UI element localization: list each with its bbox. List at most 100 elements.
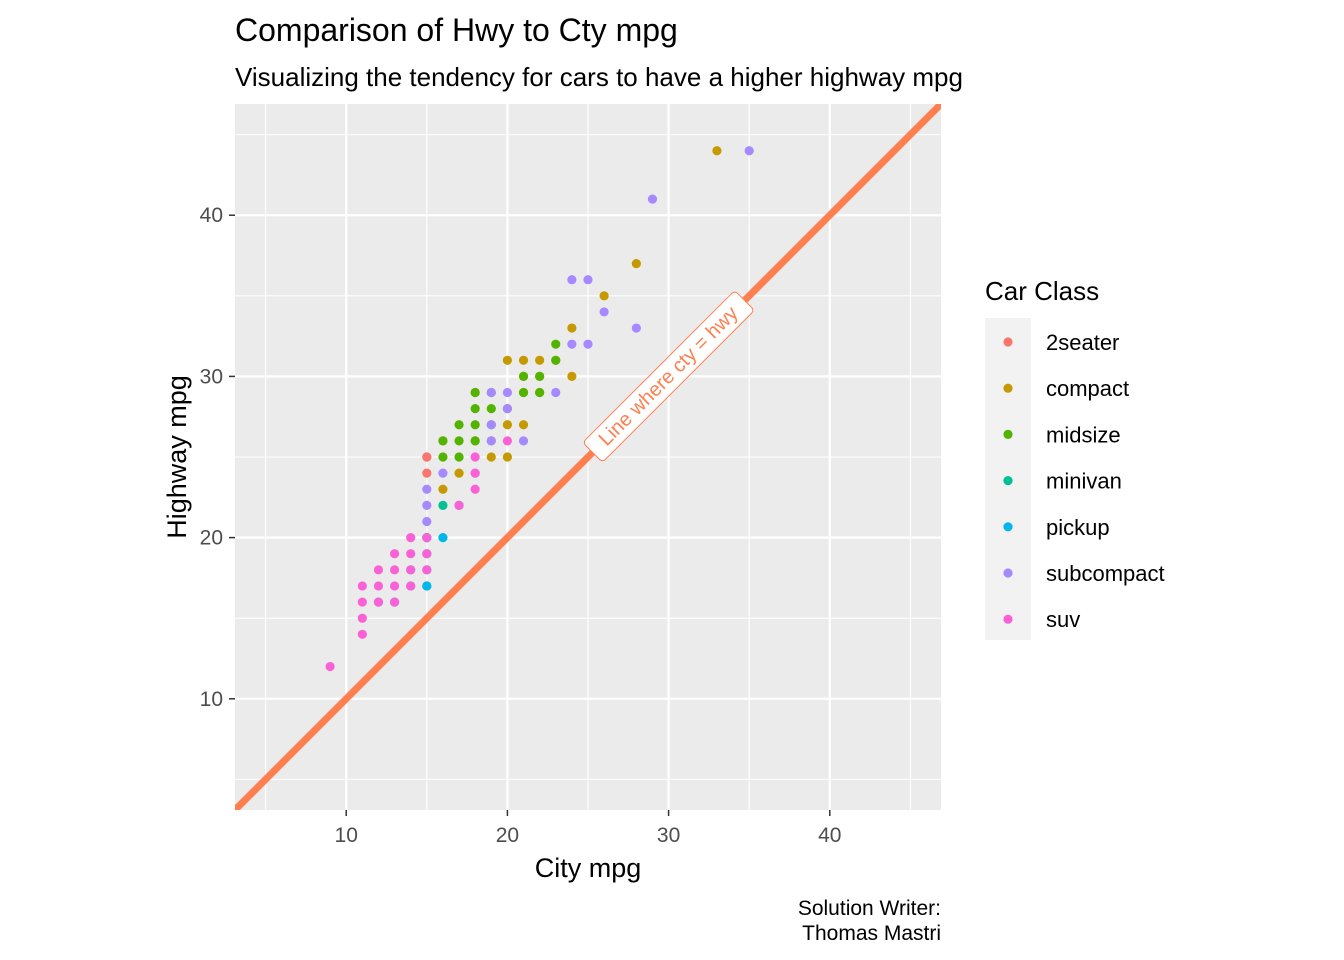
data-point-suv — [373, 597, 384, 607]
data-point-subcompact — [502, 387, 513, 398]
data-point-2seater — [422, 452, 432, 462]
data-point-suv — [406, 549, 416, 559]
data-point-subcompact — [502, 404, 513, 414]
data-point-midsize — [470, 420, 480, 430]
legend-key-suv — [1003, 614, 1013, 624]
legend-label-suv: suv — [1046, 607, 1080, 632]
legend-key-subcompact — [1003, 568, 1013, 578]
data-point-midsize — [454, 452, 464, 462]
x-tick-label: 40 — [818, 824, 841, 847]
data-point-subcompact — [599, 307, 609, 317]
caption-line-1: Solution Writer: — [798, 897, 941, 920]
x-axis-ticks: 10 20 30 40 — [335, 810, 841, 847]
data-point-compact — [567, 323, 577, 333]
data-point-suv — [470, 452, 480, 462]
data-point-subcompact — [583, 339, 593, 349]
data-point-suv — [373, 565, 384, 575]
data-point-compact — [599, 291, 609, 301]
data-point-minivan — [438, 500, 448, 510]
data-point-suv — [422, 549, 432, 559]
data-point-suv — [470, 484, 480, 494]
legend-key-pickup — [1003, 522, 1013, 532]
data-point-compact — [438, 484, 448, 494]
legend-key-2seater — [1003, 337, 1013, 347]
legend-title: Car Class — [985, 276, 1099, 306]
y-tick-label: 40 — [200, 204, 223, 227]
data-point-compact — [567, 371, 577, 382]
data-point-suv — [422, 565, 432, 575]
data-point-compact — [502, 355, 513, 365]
data-point-suv — [373, 581, 384, 591]
data-point-suv — [389, 565, 400, 575]
x-tick-label: 30 — [657, 824, 680, 847]
data-point-suv — [357, 581, 367, 591]
data-point-subcompact — [551, 387, 561, 398]
data-point-pickup — [422, 581, 432, 591]
y-axis-title: Highway mpg — [162, 375, 192, 539]
y-tick-label: 30 — [200, 365, 223, 388]
data-point-midsize — [535, 387, 545, 398]
data-point-subcompact — [422, 516, 432, 527]
caption-line-2: Thomas Mastri — [802, 922, 941, 945]
data-point-subcompact — [567, 275, 577, 285]
x-axis-title: City mpg — [535, 853, 642, 883]
data-point-subcompact — [486, 436, 496, 446]
legend-key-minivan — [1003, 476, 1013, 486]
reference-line — [235, 104, 941, 810]
data-point-subcompact — [486, 387, 496, 398]
data-points — [325, 146, 754, 672]
data-point-subcompact — [422, 484, 432, 494]
data-point-midsize — [535, 371, 545, 382]
data-point-suv — [325, 661, 335, 672]
data-point-midsize — [470, 404, 480, 414]
data-point-compact — [712, 146, 722, 156]
y-tick-label: 10 — [200, 688, 223, 711]
x-tick-label: 20 — [496, 824, 519, 847]
data-point-pickup — [438, 532, 448, 543]
legend-label-midsize: midsize — [1046, 422, 1121, 447]
x-tick-label: 10 — [335, 824, 358, 847]
y-tick-label: 20 — [200, 527, 223, 550]
data-point-suv — [406, 581, 416, 591]
legend-label-2seater: 2seater — [1046, 330, 1119, 355]
legend-label-compact: compact — [1046, 376, 1129, 401]
data-point-subcompact — [631, 323, 641, 333]
chart-title: Comparison of Hwy to Cty mpg — [235, 12, 678, 48]
legend-key-compact — [1003, 383, 1013, 393]
data-point-midsize — [551, 339, 561, 349]
data-point-subcompact — [744, 146, 754, 156]
legend-label-subcompact: subcompact — [1046, 561, 1165, 586]
legend-label-minivan: minivan — [1046, 469, 1122, 494]
data-point-compact — [454, 468, 464, 478]
data-point-suv — [357, 613, 367, 623]
data-point-midsize — [486, 404, 496, 414]
data-point-compact — [518, 355, 529, 365]
data-point-midsize — [438, 436, 448, 446]
data-point-suv — [357, 629, 367, 639]
data-point-compact — [502, 420, 513, 430]
data-point-subcompact — [486, 420, 496, 430]
data-point-suv — [389, 597, 400, 607]
data-point-midsize — [518, 387, 529, 398]
y-axis-ticks: 10 20 30 40 — [200, 204, 235, 711]
data-point-suv — [502, 436, 513, 446]
data-point-compact — [631, 258, 641, 269]
data-point-midsize — [470, 436, 480, 446]
data-point-subcompact — [647, 194, 658, 204]
major-gridlines — [235, 104, 941, 810]
data-point-compact — [535, 355, 545, 365]
legend: Car Class 2seater compact midsize minivan pi… — [985, 276, 1165, 640]
data-point-midsize — [454, 436, 464, 446]
data-point-suv — [389, 549, 400, 559]
data-point-suv — [406, 565, 416, 575]
data-point-subcompact — [518, 436, 529, 446]
data-point-compact — [502, 452, 513, 462]
data-point-suv — [422, 532, 432, 543]
data-point-midsize — [551, 355, 561, 365]
data-point-subcompact — [422, 500, 432, 510]
data-point-suv — [454, 500, 464, 510]
data-point-midsize — [438, 452, 448, 462]
data-point-subcompact — [567, 339, 577, 349]
data-point-compact — [518, 420, 529, 430]
